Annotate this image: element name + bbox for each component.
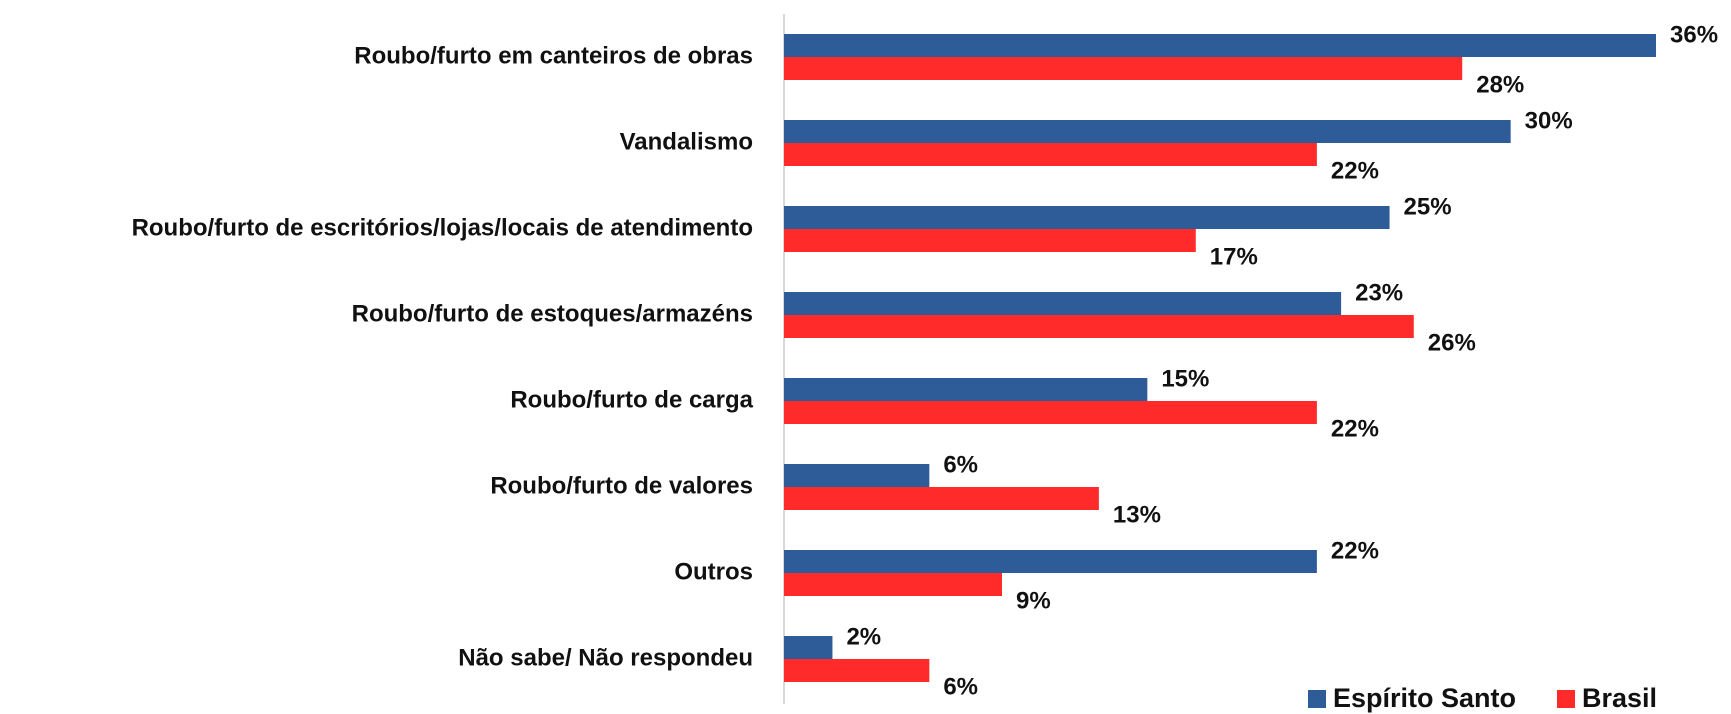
value-label: 15% [1161, 365, 1209, 392]
bar [784, 378, 1148, 401]
bar [784, 229, 1196, 252]
bar [784, 315, 1414, 338]
value-label: 2% [846, 623, 881, 650]
bar [784, 34, 1656, 57]
legend-label: Brasil [1582, 683, 1657, 713]
bar [784, 636, 833, 659]
legend-label: Espírito Santo [1333, 683, 1516, 713]
value-label: 26% [1428, 329, 1476, 356]
value-label: 36% [1670, 21, 1718, 48]
bar [784, 464, 930, 487]
category-label: Roubo/furto de carga [510, 386, 753, 413]
bar [784, 487, 1099, 510]
bar [784, 292, 1342, 315]
category-label: Roubo/furto em canteiros de obras [354, 42, 753, 69]
value-label: 6% [943, 673, 978, 700]
category-label: Roubo/furto de escritórios/lojas/locais … [132, 214, 753, 241]
bar [784, 57, 1463, 80]
bar [784, 573, 1002, 596]
category-label: Roubo/furto de estoques/armazéns [352, 300, 753, 327]
value-label: 25% [1404, 193, 1452, 220]
bar [784, 659, 930, 682]
category-label: Outros [674, 558, 753, 585]
bar [784, 120, 1511, 143]
bar [784, 143, 1317, 166]
bar [784, 206, 1390, 229]
value-label: 22% [1331, 537, 1379, 564]
value-label: 17% [1210, 243, 1258, 270]
value-label: 28% [1476, 71, 1524, 98]
value-label: 6% [943, 451, 978, 478]
category-label: Não sabe/ Não respondeu [458, 644, 753, 671]
value-label: 9% [1016, 587, 1051, 614]
value-label: 22% [1331, 157, 1379, 184]
bar [784, 401, 1317, 424]
value-label: 22% [1331, 415, 1379, 442]
category-label: Roubo/furto de valores [490, 472, 753, 499]
value-label: 23% [1355, 279, 1403, 306]
category-label: Vandalismo [620, 128, 753, 155]
value-label: 13% [1113, 501, 1161, 528]
bar [784, 550, 1317, 573]
legend-swatch [1308, 690, 1326, 708]
legend-swatch [1557, 690, 1575, 708]
value-label: 30% [1525, 107, 1573, 134]
